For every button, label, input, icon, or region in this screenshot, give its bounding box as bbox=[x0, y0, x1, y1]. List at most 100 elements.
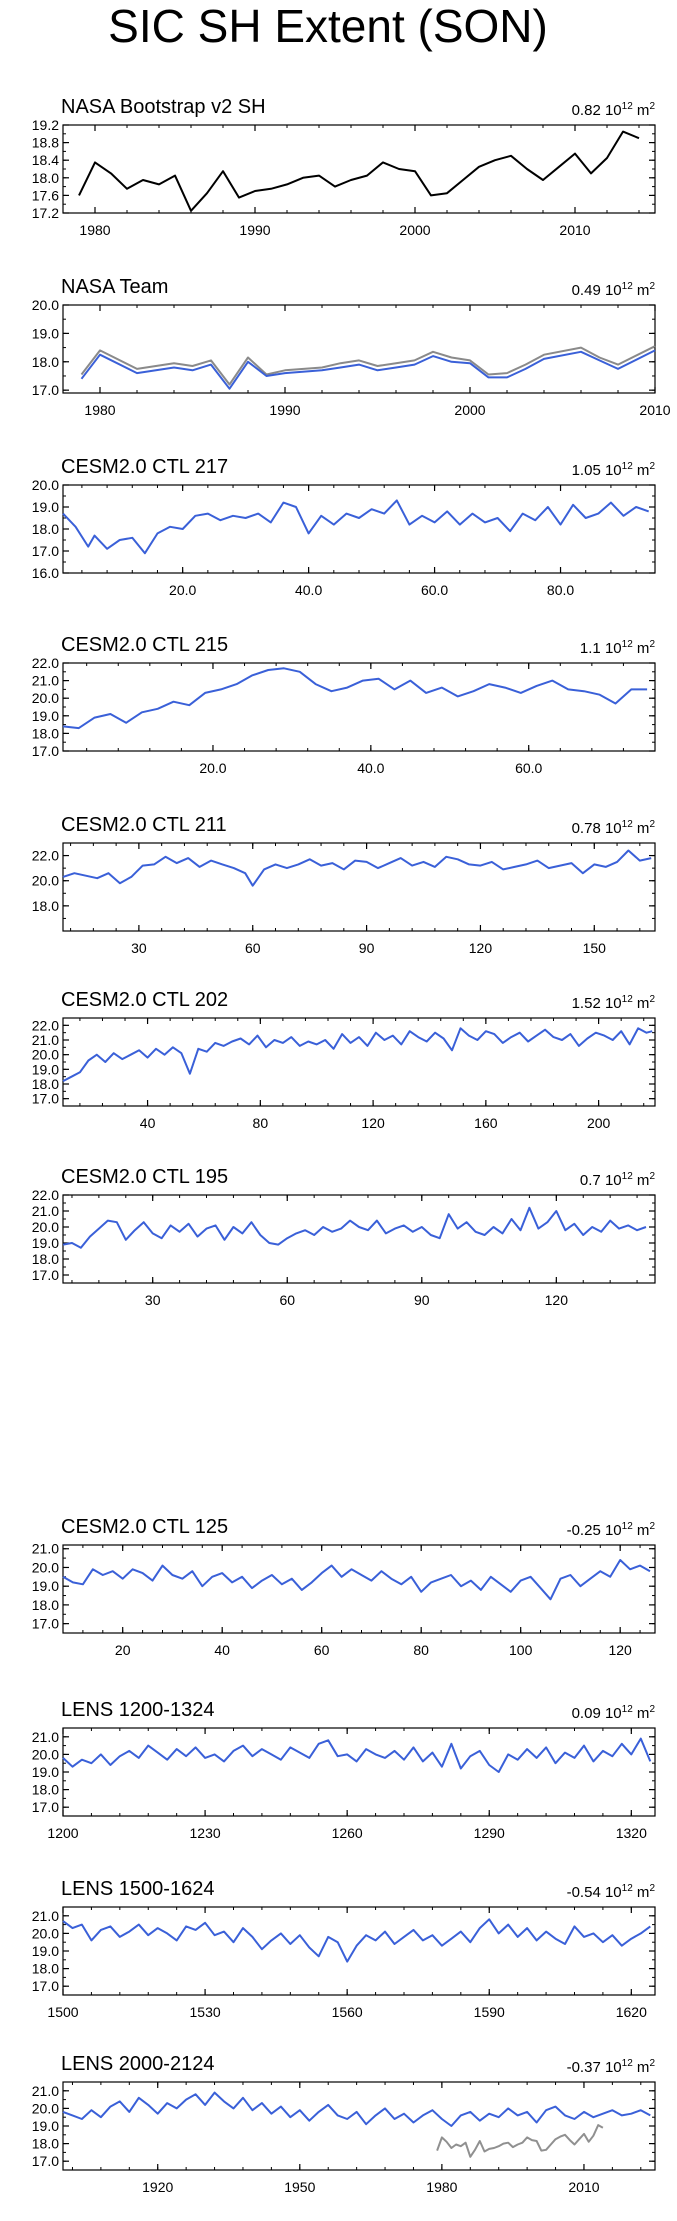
x-tick-label: 60.0 bbox=[515, 760, 542, 776]
y-tick-label: 18.0 bbox=[32, 1076, 59, 1092]
x-tick-label: 1980 bbox=[426, 2179, 457, 2195]
y-tick-label: 20.0 bbox=[32, 1559, 59, 1575]
y-tick-label: 17.0 bbox=[32, 1091, 59, 1107]
x-tick-label: 1990 bbox=[269, 402, 300, 418]
y-tick-label: 20.0 bbox=[32, 297, 59, 313]
y-tick-label: 21.0 bbox=[32, 2083, 59, 2099]
y-tick-label: 18.0 bbox=[32, 1597, 59, 1613]
y-tick-label: 21.0 bbox=[32, 1541, 59, 1557]
plot-frame bbox=[62, 662, 656, 752]
y-tick-label: 20.0 bbox=[32, 1219, 59, 1235]
y-tick-label: 17.0 bbox=[32, 1267, 59, 1283]
y-tick-label: 21.0 bbox=[32, 1203, 59, 1219]
trend-label: 0.82 1012 m2 bbox=[572, 101, 656, 119]
panel-title: LENS 2000-2124 bbox=[61, 2053, 214, 2075]
y-tick-label: 20.0 bbox=[32, 1925, 59, 1941]
x-tick-label: 1260 bbox=[332, 1825, 363, 1841]
plot-frame bbox=[62, 1017, 656, 1107]
plot-frame bbox=[62, 1194, 656, 1284]
plot-frame bbox=[62, 124, 656, 214]
y-tick-label: 21.0 bbox=[32, 1032, 59, 1048]
trend-label: -0.37 1012 m2 bbox=[567, 2058, 656, 2076]
y-tick-label: 16.0 bbox=[32, 565, 59, 581]
panel-title: CESM2.0 CTL 215 bbox=[61, 634, 228, 656]
plot-frame bbox=[62, 842, 656, 932]
plot-frame bbox=[62, 484, 656, 574]
y-tick-label: 17.0 bbox=[32, 1978, 59, 1994]
x-tick-label: 120 bbox=[545, 1292, 569, 1308]
x-tick-label: 2010 bbox=[568, 2179, 599, 2195]
x-tick-label: 120 bbox=[361, 1115, 385, 1131]
y-tick-label: 17.0 bbox=[32, 743, 59, 759]
x-tick-label: 90 bbox=[414, 1292, 430, 1308]
chart-panel: CESM2.0 CTL 211 0.78 1012 m2 18.0 20.0 22.0 3… bbox=[32, 814, 656, 956]
y-tick-label: 22.0 bbox=[32, 655, 59, 671]
y-tick-label: 17.0 bbox=[32, 382, 59, 398]
chart-panel: CESM2.0 CTL 215 1.1 1012 m2 17.0 18.019.0 20… bbox=[32, 634, 656, 776]
plot-frame bbox=[62, 1727, 656, 1817]
x-tick-label: 1290 bbox=[474, 1825, 505, 1841]
chart-panel: CESM2.0 CTL 202 1.52 1012 m217.018.019.02… bbox=[32, 989, 656, 1131]
series-line bbox=[62, 499, 650, 555]
trend-label: 1.52 1012 m2 bbox=[572, 994, 656, 1012]
y-tick-label: 18.0 bbox=[32, 898, 59, 914]
series-line bbox=[62, 1206, 647, 1249]
y-tick-label: 19.0 bbox=[32, 1578, 59, 1594]
plot-frame bbox=[62, 1544, 656, 1634]
x-tick-label: 200 bbox=[587, 1115, 611, 1131]
y-tick-label: 18.0 bbox=[32, 354, 59, 370]
y-tick-label: 20.0 bbox=[32, 1746, 59, 1762]
y-tick-label: 19.0 bbox=[32, 1764, 59, 1780]
x-tick-label: 80 bbox=[413, 1642, 429, 1658]
x-tick-label: 40 bbox=[140, 1115, 156, 1131]
y-tick-label: 20.0 bbox=[32, 690, 59, 706]
y-tick-label: 20.0 bbox=[32, 1047, 59, 1063]
panel-title: LENS 1200-1324 bbox=[61, 1699, 214, 1721]
y-tick-label: 19.2 bbox=[32, 117, 59, 133]
trend-label: -0.54 1012 m2 bbox=[567, 1883, 656, 1901]
y-tick-label: 22.0 bbox=[32, 848, 59, 864]
trend-label: -0.25 1012 m2 bbox=[567, 1521, 656, 1539]
y-tick-label: 20.0 bbox=[32, 873, 59, 889]
x-tick-label: 20.0 bbox=[199, 760, 226, 776]
plot-frame bbox=[62, 2081, 656, 2171]
x-tick-label: 60 bbox=[279, 1292, 295, 1308]
chart-panel: CESM2.0 CTL 125 -0.25 1012 m2 17.0 18.0 19.0… bbox=[32, 1516, 656, 1658]
y-tick-label: 17.6 bbox=[32, 187, 59, 203]
series-line bbox=[80, 349, 656, 390]
y-tick-label: 17.0 bbox=[32, 2153, 59, 2169]
x-tick-label: 1320 bbox=[616, 1825, 647, 1841]
trend-label: 1.1 1012 m2 bbox=[580, 639, 656, 657]
x-tick-label: 1530 bbox=[190, 2004, 221, 2020]
chart-panel: CESM2.0 CTL 217 1.05 1012 m2 16.0 17.0 18.0 1… bbox=[32, 456, 656, 598]
x-tick-label: 1500 bbox=[47, 2004, 78, 2020]
panel-title: NASA Bootstrap v2 SH bbox=[61, 96, 266, 118]
x-tick-label: 30 bbox=[145, 1292, 161, 1308]
series-line bbox=[62, 1737, 652, 1773]
y-tick-label: 17.2 bbox=[32, 205, 59, 221]
chart-panel: LENS 2000-2124 -0.37 1012 m2 17.018.0 19.0 2… bbox=[32, 2053, 656, 2195]
chart-panel: NASA Bootstrap v2 SH 0.82 1012 m2 17.2 17.6… bbox=[32, 96, 656, 238]
series-line bbox=[436, 2124, 604, 2158]
x-tick-label: 2010 bbox=[639, 402, 670, 418]
x-tick-label: 1590 bbox=[474, 2004, 505, 2020]
y-tick-label: 18.0 bbox=[32, 1782, 59, 1798]
series-line bbox=[62, 667, 648, 730]
plot-frame bbox=[62, 304, 656, 394]
y-tick-label: 18.0 bbox=[32, 521, 59, 537]
x-tick-label: 1950 bbox=[284, 2179, 315, 2195]
y-tick-label: 21.0 bbox=[32, 1908, 59, 1924]
x-tick-label: 2000 bbox=[399, 222, 430, 238]
panel-title: CESM2.0 CTL 211 bbox=[61, 814, 227, 836]
chart-panel: NASA Team 0.49 1012 m2 17.0 18.0 19.0 20.0 198… bbox=[32, 276, 671, 418]
y-tick-label: 21.0 bbox=[32, 1729, 59, 1745]
y-tick-label: 19.0 bbox=[32, 1235, 59, 1251]
series-line bbox=[62, 1918, 651, 1963]
y-tick-label: 18.8 bbox=[32, 135, 59, 151]
y-tick-label: 19.0 bbox=[32, 2118, 59, 2134]
series-line bbox=[62, 1559, 651, 1601]
x-tick-label: 30 bbox=[131, 940, 147, 956]
y-tick-label: 18.0 bbox=[32, 725, 59, 741]
x-tick-label: 1920 bbox=[142, 2179, 173, 2195]
